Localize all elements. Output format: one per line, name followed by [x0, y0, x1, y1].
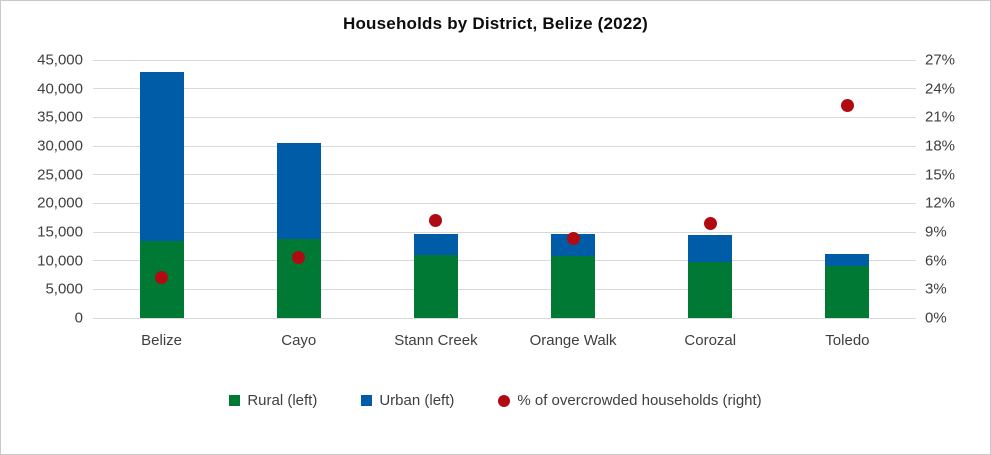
bar-rural-toledo: [825, 266, 870, 318]
bar-rural-orange-walk: [551, 255, 596, 318]
dot-overcrowded-stann-creek: [429, 214, 443, 228]
dot-overcrowded-cayo: [292, 251, 306, 265]
gridline: [93, 289, 916, 290]
bar-rural-corozal: [688, 262, 733, 318]
left-axis-tick-label: 0: [74, 309, 83, 327]
legend: Rural (left) Urban (left) % of overcrowded…: [1, 392, 990, 409]
legend-item-urban-left: Urban (left): [361, 392, 454, 409]
bar-urban-toledo: [825, 253, 870, 267]
legend-marker-square-icon: [361, 395, 373, 406]
gridline: [93, 117, 916, 118]
legend-item-rural-left: Rural (left): [229, 392, 317, 409]
right-axis-tick-label: 27%: [925, 51, 956, 69]
gridline: [93, 260, 916, 261]
x-axis-label-toledo: Toledo: [825, 332, 870, 349]
legend-marker-circle-icon: [498, 394, 511, 407]
legend-marker-square-icon: [229, 395, 241, 406]
chart-title: Households by District, Belize (2022): [343, 14, 648, 33]
plot-area: 0 0% 5,000 3% 10,000 6% 15,000 9% 20,000 12% 25,00…: [37, 52, 955, 350]
dot-overcrowded-toledo: [840, 99, 854, 113]
right-axis-tick-label: 24%: [925, 80, 956, 98]
x-axis-label-belize: Belize: [141, 332, 183, 349]
legend-item-of-overcrowded-households-right: % of overcrowded households (right): [498, 392, 762, 409]
gridline: [93, 203, 916, 204]
right-axis-tick-label: 12%: [925, 194, 956, 212]
left-axis-tick-label: 15,000: [37, 223, 83, 241]
legend-label-of-overcrowded-households-right: % of overcrowded households (right): [517, 392, 762, 409]
dot-overcrowded-orange-walk: [566, 232, 580, 246]
right-axis-tick-label: 15%: [925, 166, 956, 184]
gridline: [93, 318, 916, 319]
legend-label-rural-left: Rural (left): [247, 392, 318, 409]
right-axis-tick-label: 18%: [925, 137, 956, 155]
dot-overcrowded-belize: [155, 271, 169, 285]
legend-label-urban-left: Urban (left): [379, 392, 455, 409]
bar-urban-corozal: [688, 235, 733, 263]
gridline: [93, 88, 916, 89]
dot-overcrowded-corozal: [703, 216, 717, 230]
x-axis-label-cayo: Cayo: [281, 332, 317, 349]
left-axis-tick-label: 45,000: [37, 51, 83, 69]
left-axis-tick-label: 20,000: [37, 194, 83, 212]
gridline: [93, 232, 916, 233]
right-axis-tick-label: 6%: [925, 252, 947, 270]
x-axis-label-orange-walk: Orange Walk: [529, 332, 617, 349]
bar-urban-belize: [139, 72, 184, 242]
bar-urban-stann-creek: [413, 234, 458, 255]
right-axis-tick-label: 21%: [925, 108, 956, 126]
right-axis-tick-label: 9%: [925, 223, 947, 241]
left-axis-tick-label: 35,000: [37, 108, 83, 126]
left-axis-tick-label: 40,000: [37, 80, 83, 98]
left-axis-tick-label: 25,000: [37, 166, 83, 184]
right-axis-tick-label: 0%: [925, 309, 947, 327]
bar-urban-cayo: [276, 142, 321, 240]
x-axis-label-corozal: Corozal: [684, 332, 737, 349]
gridline: [93, 174, 916, 175]
right-axis-tick-label: 3%: [925, 280, 947, 298]
x-axis-label-stann-creek: Stann Creek: [394, 332, 478, 349]
gridline: [93, 146, 916, 147]
left-axis-tick-label: 10,000: [37, 252, 83, 270]
left-axis-tick-label: 5,000: [45, 280, 83, 298]
gridline: [93, 60, 916, 61]
bar-rural-stann-creek: [413, 254, 458, 318]
left-axis-tick-label: 30,000: [37, 137, 83, 155]
